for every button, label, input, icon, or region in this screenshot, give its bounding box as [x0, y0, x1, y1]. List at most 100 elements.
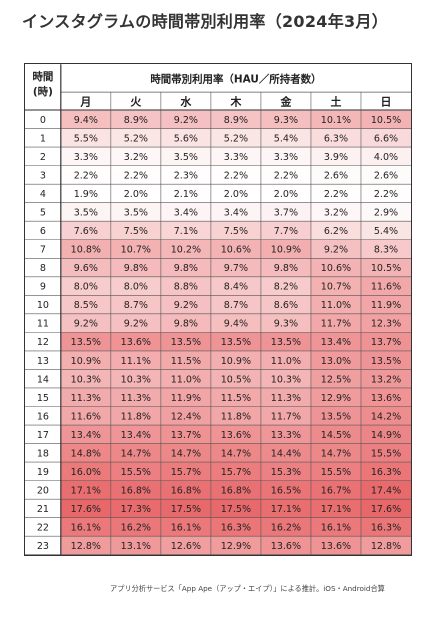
cell-value-label: 13.5%: [171, 337, 201, 348]
cell-value-label: 10.3%: [121, 374, 151, 385]
heat-cell: [260, 276, 311, 296]
heat-cell: [260, 128, 311, 148]
hour-label: 11: [37, 319, 49, 330]
cell-value-label: 13.6%: [121, 337, 151, 348]
heat-cell: [160, 517, 211, 537]
cell-value-label: 13.6%: [321, 541, 351, 552]
heatmap-svg: 9.4% 8.9% 9.2% 8.9% 9.3% 10.1% 10.5% 5.5% 5.2% 5.…: [25, 64, 411, 555]
hour-label: 2: [40, 152, 46, 163]
cell-value-label: 10.9%: [71, 356, 101, 367]
cell-value-label: 16.0%: [71, 467, 101, 478]
cell-value-label: 16.1%: [171, 523, 201, 534]
heat-cell: [310, 110, 361, 129]
cell-value-label: 8.0%: [74, 282, 98, 293]
heat-cell: [310, 128, 361, 148]
cell-value-label: 11.3%: [271, 393, 301, 404]
cell-value-label: 9.2%: [74, 319, 98, 330]
heat-cell: [310, 147, 361, 166]
cell-value-label: 10.6%: [321, 263, 351, 274]
heat-cell: [360, 499, 411, 518]
cell-value-label: 2.3%: [174, 170, 198, 181]
heat-cell: [360, 165, 411, 185]
cell-value-label: 16.1%: [321, 523, 351, 534]
heat-cell: [210, 443, 261, 463]
heat-cell: [110, 128, 161, 148]
heat-cell: [60, 425, 111, 444]
heat-cell: [110, 332, 161, 351]
heat-cell: [310, 536, 361, 555]
column-group-header: 時間帯別利用率（HAU／所持者数）: [150, 73, 321, 86]
cell-value-label: 3.9%: [324, 152, 348, 163]
heat-cell: [310, 239, 361, 259]
heat-cell: [160, 110, 211, 129]
heat-cell: [310, 369, 361, 388]
cell-value-label: 14.7%: [171, 448, 201, 459]
heat-cell: [110, 387, 161, 407]
cell-value-label: 5.4%: [274, 133, 298, 144]
heat-cell: [160, 295, 211, 314]
heat-cell: [60, 184, 111, 203]
cell-value-label: 14.7%: [121, 448, 151, 459]
heat-cell: [310, 480, 361, 500]
heat-cell: [360, 184, 411, 203]
heat-cell: [310, 443, 361, 463]
heat-cell: [310, 295, 361, 314]
cell-value-label: 11.9%: [171, 393, 201, 404]
cell-value-label: 12.9%: [221, 541, 251, 552]
heat-cell: [160, 313, 211, 333]
cell-value-label: 15.7%: [221, 467, 251, 478]
heat-cell: [60, 276, 111, 296]
cell-value-label: 3.2%: [324, 208, 348, 219]
heat-cell: [60, 536, 111, 555]
weekday-label: 火: [130, 96, 141, 109]
heat-cell: [310, 313, 361, 333]
cell-value-label: 3.3%: [274, 152, 298, 163]
cell-value-label: 3.2%: [124, 152, 148, 163]
hour-label: 13: [37, 356, 49, 367]
cell-value-label: 16.8%: [221, 485, 251, 496]
heat-cell: [160, 239, 211, 259]
heat-cell: [260, 536, 311, 555]
heat-cell: [210, 221, 261, 240]
cell-value-label: 3.3%: [74, 152, 98, 163]
cell-value-label: 2.2%: [324, 189, 348, 200]
heat-cell: [360, 480, 411, 500]
cell-value-label: 17.6%: [371, 504, 401, 515]
heat-cell: [360, 462, 411, 481]
heat-cell: [110, 369, 161, 388]
cell-value-label: 3.4%: [174, 208, 198, 219]
cell-value-label: 11.6%: [371, 282, 401, 293]
heat-cell: [60, 313, 111, 333]
cell-value-label: 11.6%: [71, 411, 101, 422]
hour-label: 15: [37, 393, 49, 404]
cell-value-label: 2.1%: [174, 189, 198, 200]
cell-value-label: 14.4%: [271, 448, 301, 459]
weekday-label: 土: [330, 95, 341, 109]
cell-value-label: 10.7%: [321, 282, 351, 293]
heat-cell: [210, 462, 261, 481]
cell-value-label: 15.5%: [371, 448, 401, 459]
heat-cell: [110, 536, 161, 555]
heat-cell: [360, 387, 411, 407]
cell-value-label: 12.8%: [71, 541, 101, 552]
heat-cell: [60, 128, 111, 148]
hour-label: 12: [37, 337, 49, 348]
footnote: アプリ分析サービス「App Ape（アップ・エイプ）」による推計。iOS・And…: [110, 584, 385, 593]
cell-value-label: 13.4%: [321, 337, 351, 348]
heat-cell: [60, 480, 111, 500]
heat-cell: [360, 128, 411, 148]
cell-value-label: 7.5%: [224, 226, 248, 237]
heat-cell: [210, 332, 261, 351]
cell-value-label: 14.7%: [221, 448, 251, 459]
cell-value-label: 9.3%: [274, 115, 298, 126]
cell-value-label: 14.9%: [371, 430, 401, 441]
heat-cell: [210, 128, 261, 148]
heat-cell: [60, 221, 111, 240]
heat-cell: [360, 332, 411, 351]
cell-value-label: 13.6%: [271, 541, 301, 552]
heat-cell: [160, 462, 211, 481]
heat-cell: [60, 110, 111, 129]
cell-value-label: 11.8%: [121, 411, 151, 422]
heat-cell: [60, 462, 111, 481]
heat-cell: [360, 258, 411, 277]
